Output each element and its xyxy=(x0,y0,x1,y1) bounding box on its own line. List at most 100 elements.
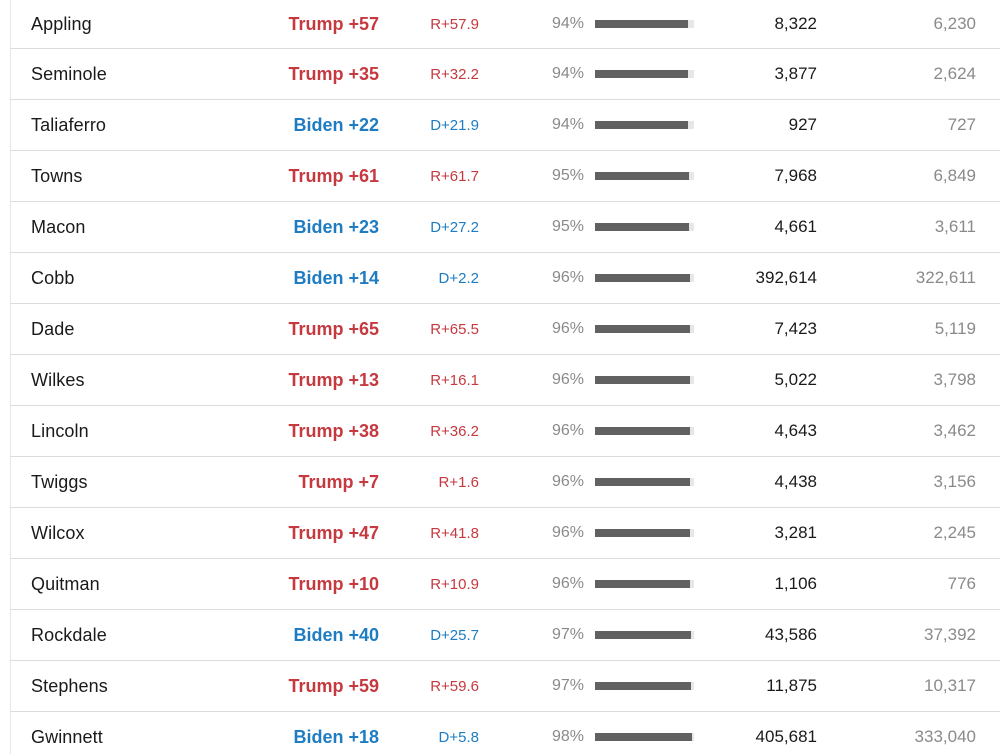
county-name: Gwinnett xyxy=(31,726,103,747)
margin-leader: Trump +65 xyxy=(288,318,379,339)
margin-change: R+65.5 xyxy=(430,320,479,338)
pct-reported-bar-cell xyxy=(584,172,694,180)
county-name: Cobb xyxy=(31,267,75,288)
county-name: Taliaferro xyxy=(31,114,107,135)
counted-votes: 5,119 xyxy=(934,319,976,338)
pct-reported-bar-cell xyxy=(584,121,694,129)
pct-reported-label: 96% xyxy=(551,269,584,286)
pct-reported-label: 98% xyxy=(551,728,584,745)
margin-leader: Biden +14 xyxy=(293,267,379,288)
margin-change: D+5.8 xyxy=(438,728,479,746)
pct-reported-bar-cell xyxy=(584,427,694,435)
margin-leader: Trump +57 xyxy=(288,13,379,34)
counted-votes: 3,462 xyxy=(933,421,976,440)
total-votes: 7,968 xyxy=(774,166,817,185)
counted-votes: 10,317 xyxy=(924,676,976,695)
county-name: Appling xyxy=(31,13,92,34)
pct-reported-bar-cell xyxy=(584,223,694,231)
pct-reported-label: 95% xyxy=(551,218,584,235)
pct-reported-bar-cell xyxy=(584,478,694,486)
pct-reported-label: 94% xyxy=(551,15,584,32)
margin-leader: Trump +7 xyxy=(298,471,379,492)
reporting-bar-track xyxy=(595,325,694,333)
table-row: Twiggs Trump +7 R+1.6 96% 4,438 3,156 xyxy=(11,456,1000,507)
table-row: Cobb Biden +14 D+2.2 96% 392,614 322,611 xyxy=(11,252,1000,303)
total-votes: 8,322 xyxy=(774,14,817,33)
pct-reported-bar-cell xyxy=(584,70,694,78)
pct-reported-bar-cell xyxy=(584,325,694,333)
reporting-bar-fill xyxy=(595,478,691,486)
margin-change: R+1.6 xyxy=(438,473,479,491)
margin-leader: Trump +10 xyxy=(288,573,379,594)
reporting-bar-fill xyxy=(595,376,691,384)
county-name: Wilkes xyxy=(31,369,85,390)
reporting-bar-fill xyxy=(595,682,692,690)
pct-reported-label: 96% xyxy=(551,422,584,439)
margin-change: R+61.7 xyxy=(430,167,479,185)
pct-reported-bar-cell xyxy=(584,529,694,537)
counted-votes: 2,624 xyxy=(933,64,976,83)
counted-votes: 727 xyxy=(947,115,976,134)
county-results-table: Appling Trump +57 R+57.9 94% 8,322 6,230… xyxy=(10,0,1000,754)
margin-leader: Biden +40 xyxy=(293,624,379,645)
margin-change: R+36.2 xyxy=(430,422,479,440)
pct-reported-bar-cell xyxy=(584,580,694,588)
reporting-bar-fill xyxy=(595,733,693,741)
margin-leader: Trump +61 xyxy=(288,165,379,186)
total-votes: 927 xyxy=(788,115,817,134)
counted-votes: 3,156 xyxy=(933,472,976,491)
margin-change: D+21.9 xyxy=(430,116,479,134)
reporting-bar-track xyxy=(595,427,694,435)
pct-reported-label: 97% xyxy=(551,626,584,643)
counted-votes: 3,611 xyxy=(934,217,976,236)
total-votes: 3,877 xyxy=(774,64,817,83)
reporting-bar-fill xyxy=(595,631,692,639)
reporting-bar-track xyxy=(595,529,694,537)
county-name: Macon xyxy=(31,216,86,237)
pct-reported-label: 96% xyxy=(551,371,584,388)
reporting-bar-fill xyxy=(595,20,689,28)
counted-votes: 3,798 xyxy=(933,370,976,389)
table-row: Wilkes Trump +13 R+16.1 96% 5,022 3,798 xyxy=(11,354,1000,405)
county-name: Wilcox xyxy=(31,522,85,543)
margin-change: D+25.7 xyxy=(430,626,479,644)
pct-reported-label: 96% xyxy=(551,524,584,541)
county-name: Towns xyxy=(31,165,83,186)
counted-votes: 6,849 xyxy=(933,166,976,185)
total-votes: 1,106 xyxy=(774,574,817,593)
counted-votes: 6,230 xyxy=(933,14,976,33)
table-row: Rockdale Biden +40 D+25.7 97% 43,586 37,… xyxy=(11,609,1000,660)
reporting-bar-track xyxy=(595,121,694,129)
margin-change: R+32.2 xyxy=(430,65,479,83)
table-row: Wilcox Trump +47 R+41.8 96% 3,281 2,245 xyxy=(11,507,1000,558)
pct-reported-bar-cell xyxy=(584,631,694,639)
pct-reported-label: 94% xyxy=(551,65,584,82)
margin-leader: Trump +35 xyxy=(288,63,379,84)
table-row: Seminole Trump +35 R+32.2 94% 3,877 2,62… xyxy=(11,48,1000,99)
county-name: Twiggs xyxy=(31,471,88,492)
margin-leader: Biden +23 xyxy=(293,216,379,237)
counted-votes: 333,040 xyxy=(914,727,976,746)
reporting-bar-track xyxy=(595,631,694,639)
pct-reported-label: 97% xyxy=(551,677,584,694)
counted-votes: 322,611 xyxy=(915,268,976,287)
margin-change: R+57.9 xyxy=(430,15,479,33)
margin-change: D+27.2 xyxy=(430,218,479,236)
total-votes: 4,643 xyxy=(774,421,817,440)
reporting-bar-fill xyxy=(595,172,690,180)
counted-votes: 2,245 xyxy=(933,523,976,542)
margin-leader: Trump +38 xyxy=(288,420,379,441)
table-row: Taliaferro Biden +22 D+21.9 94% 927 727 xyxy=(11,99,1000,150)
county-name: Dade xyxy=(31,318,75,339)
county-name: Rockdale xyxy=(31,624,107,645)
margin-change: R+16.1 xyxy=(430,371,479,389)
total-votes: 392,614 xyxy=(755,268,817,287)
pct-reported-label: 96% xyxy=(551,575,584,592)
reporting-bar-track xyxy=(595,274,694,282)
pct-reported-label: 96% xyxy=(551,320,584,337)
table-row: Stephens Trump +59 R+59.6 97% 11,875 10,… xyxy=(11,660,1000,711)
total-votes: 43,586 xyxy=(765,625,817,644)
pct-reported-label: 95% xyxy=(551,167,584,184)
pct-reported-bar-cell xyxy=(584,376,694,384)
counted-votes: 776 xyxy=(947,574,976,593)
